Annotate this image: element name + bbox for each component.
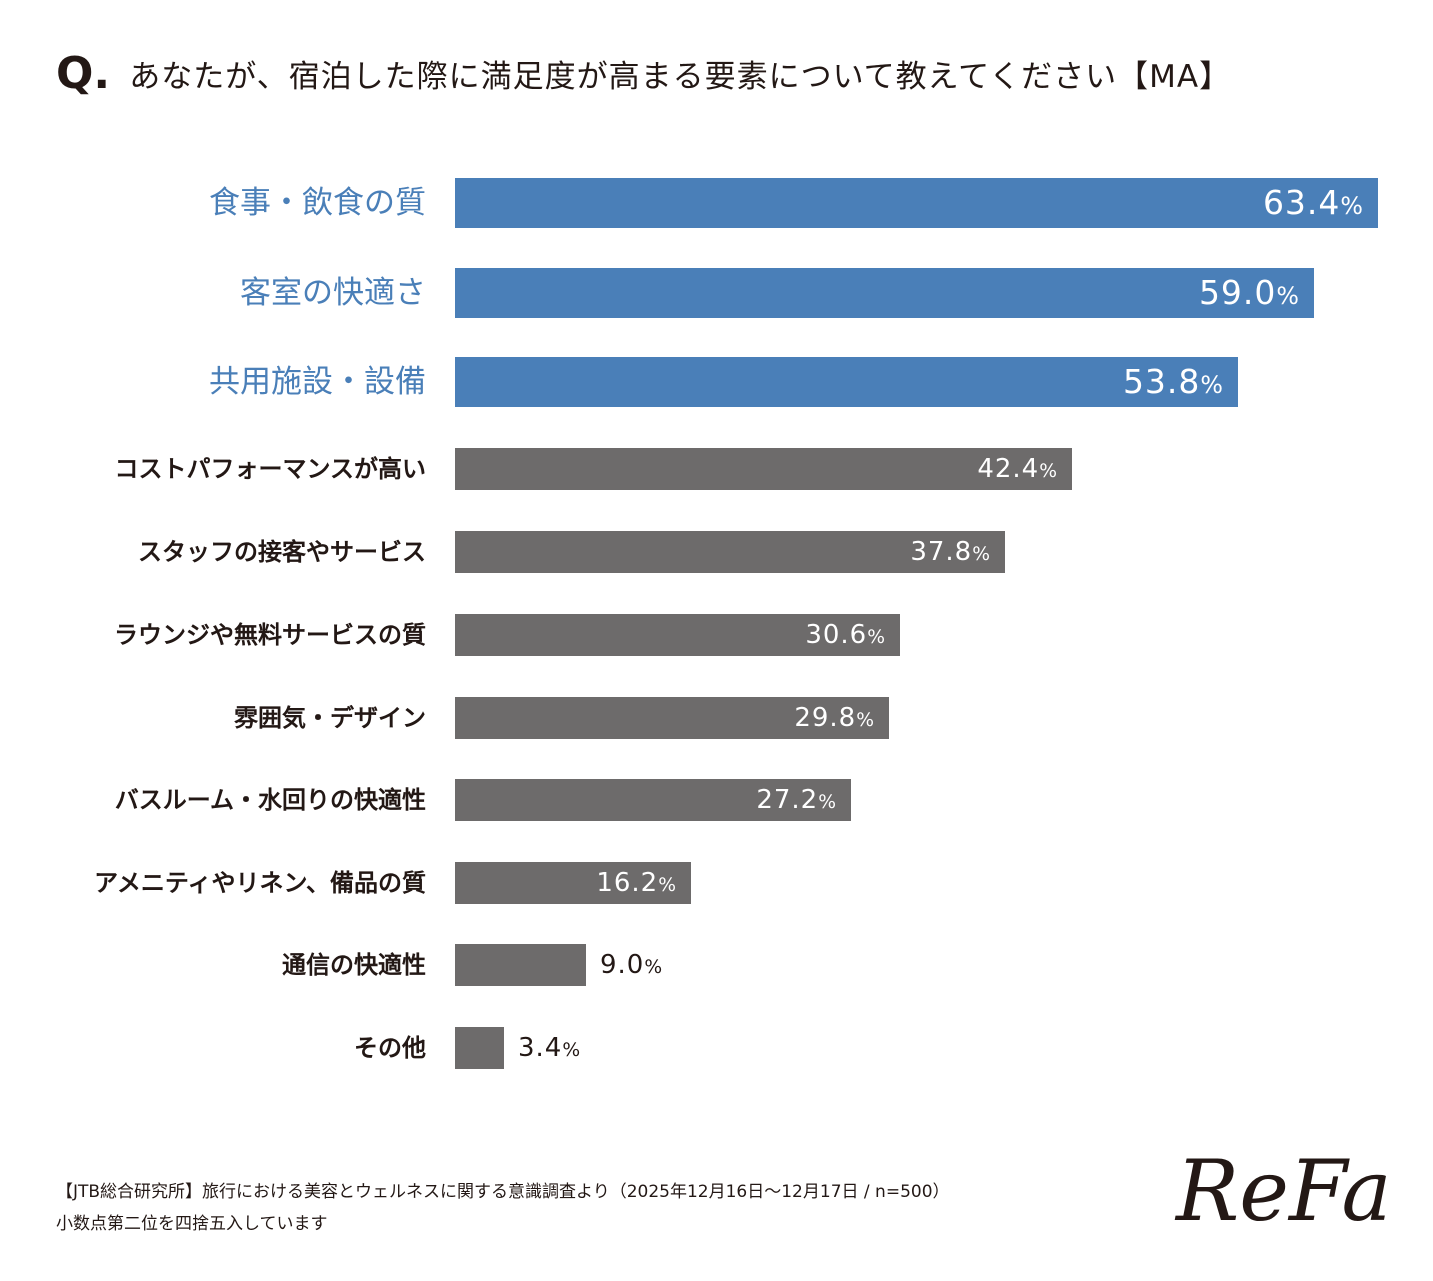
value-label: 16.2% [596, 863, 677, 906]
value-unit: % [818, 792, 837, 813]
value-number: 29.8 [794, 703, 857, 733]
category-label: アメニティやリネン、備品の質 [94, 869, 426, 897]
value-unit: % [856, 710, 875, 731]
category-label: 共用施設・設備 [209, 364, 426, 400]
value-label: 42.4% [977, 449, 1058, 492]
bar [455, 448, 1072, 490]
category-label: スタッフの接客やサービス [138, 538, 426, 566]
bar [455, 531, 1005, 573]
value-unit: % [562, 1040, 582, 1061]
bar [455, 268, 1314, 318]
category-label: バスルーム・水回りの快適性 [114, 786, 426, 814]
value-number: 30.6 [805, 620, 868, 650]
value-number: 37.8 [910, 537, 973, 567]
logo-text: ReFa [1174, 1142, 1392, 1240]
bar [455, 779, 851, 821]
bar [455, 178, 1378, 228]
category-label: 雰囲気・デザイン [234, 704, 426, 732]
category-label: 客室の快適さ [240, 275, 426, 311]
value-number: 9.0 [600, 950, 645, 980]
bar [455, 1027, 504, 1069]
question-mark: Q. [56, 48, 111, 99]
refa-logo: ReFa [1174, 1142, 1392, 1240]
value-label: 53.8% [1123, 362, 1224, 405]
chart-title: Q. あなたが、宿泊した際に満足度が高まる要素について教えてください【MA】 [56, 48, 1231, 108]
bar [455, 614, 900, 656]
bar [455, 697, 889, 739]
value-unit: % [1200, 371, 1224, 399]
value-number: 27.2 [756, 785, 819, 815]
value-label: 59.0% [1199, 273, 1300, 316]
value-number: 59.0 [1198, 273, 1277, 312]
value-unit: % [1276, 282, 1300, 310]
category-label: ラウンジや無料サービスの質 [114, 621, 426, 649]
value-label: 3.4% [518, 1028, 581, 1071]
category-label: 通信の快適性 [282, 951, 426, 979]
value-number: 16.2 [596, 868, 659, 898]
value-number: 42.4 [977, 454, 1040, 484]
question-text: あなたが、宿泊した際に満足度が高まる要素について教えてください【MA】 [129, 59, 1232, 95]
value-number: 63.4 [1262, 183, 1341, 222]
value-unit: % [658, 875, 677, 896]
value-label: 30.6% [805, 615, 886, 658]
value-label: 63.4% [1263, 183, 1364, 226]
footer: 【JTB総合研究所】旅行における美容とウェルネスに関する意識調査より（2025年… [56, 1176, 950, 1240]
bar [455, 944, 586, 986]
source-note: 【JTB総合研究所】旅行における美容とウェルネスに関する意識調査より（2025年… [56, 1182, 950, 1202]
rounding-note: 小数点第二位を四捨五入しています [56, 1214, 328, 1234]
bar [455, 862, 691, 904]
value-label: 27.2% [756, 780, 837, 823]
bar [455, 357, 1238, 407]
value-unit: % [1340, 192, 1364, 220]
value-label: 29.8% [794, 698, 875, 741]
value-unit: % [867, 627, 886, 648]
category-label: その他 [354, 1034, 426, 1062]
value-unit: % [972, 544, 991, 565]
value-number: 53.8 [1122, 362, 1201, 401]
category-label: コストパフォーマンスが高い [114, 455, 426, 483]
category-label: 食事・飲食の質 [209, 185, 426, 221]
value-label: 37.8% [910, 532, 991, 575]
value-unit: % [1039, 461, 1058, 482]
value-unit: % [644, 957, 664, 978]
value-number: 3.4 [518, 1033, 563, 1063]
value-label: 9.0% [600, 945, 663, 988]
